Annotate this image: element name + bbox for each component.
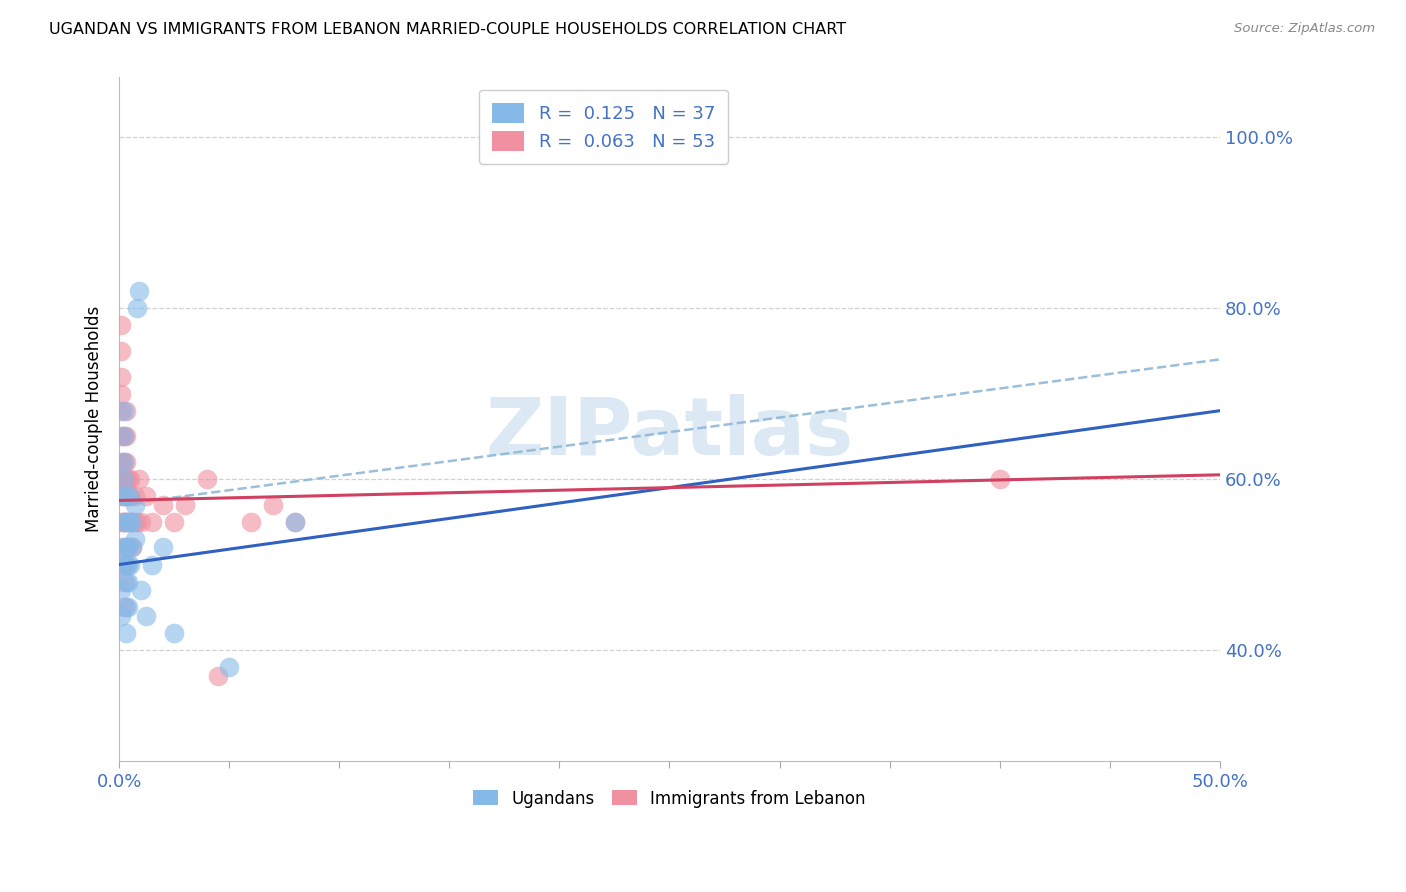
Point bbox=[141, 515, 163, 529]
Point bbox=[152, 498, 174, 512]
Point bbox=[121, 515, 143, 529]
Point bbox=[135, 608, 157, 623]
Legend: Ugandans, Immigrants from Lebanon: Ugandans, Immigrants from Lebanon bbox=[467, 783, 872, 814]
Point bbox=[120, 472, 142, 486]
Point bbox=[135, 489, 157, 503]
Point bbox=[112, 429, 135, 443]
Point bbox=[110, 558, 132, 572]
Point bbox=[110, 403, 132, 417]
Point bbox=[110, 608, 132, 623]
Point bbox=[115, 455, 138, 469]
Point bbox=[129, 583, 152, 598]
Point bbox=[174, 498, 197, 512]
Point bbox=[110, 541, 132, 555]
Point bbox=[110, 455, 132, 469]
Point bbox=[110, 369, 132, 384]
Point bbox=[115, 626, 138, 640]
Point bbox=[262, 498, 284, 512]
Point bbox=[110, 472, 132, 486]
Point bbox=[129, 515, 152, 529]
Point bbox=[124, 515, 146, 529]
Point bbox=[115, 489, 138, 503]
Point bbox=[115, 515, 138, 529]
Point bbox=[112, 455, 135, 469]
Point bbox=[112, 472, 135, 486]
Point bbox=[121, 541, 143, 555]
Point bbox=[112, 600, 135, 615]
Point bbox=[115, 600, 138, 615]
Point bbox=[112, 574, 135, 589]
Point bbox=[120, 558, 142, 572]
Point bbox=[141, 558, 163, 572]
Point bbox=[125, 301, 148, 315]
Point bbox=[117, 558, 139, 572]
Point bbox=[240, 515, 263, 529]
Point bbox=[112, 489, 135, 503]
Point bbox=[112, 541, 135, 555]
Point bbox=[110, 489, 132, 503]
Text: ZIPatlas: ZIPatlas bbox=[485, 394, 853, 472]
Point bbox=[195, 472, 218, 486]
Point bbox=[128, 472, 150, 486]
Point bbox=[120, 515, 142, 529]
Point bbox=[110, 343, 132, 358]
Point bbox=[115, 489, 138, 503]
Point bbox=[115, 541, 138, 555]
Point bbox=[152, 541, 174, 555]
Point bbox=[110, 515, 132, 529]
Point bbox=[125, 515, 148, 529]
Point bbox=[163, 515, 186, 529]
Point bbox=[115, 558, 138, 572]
Point bbox=[112, 455, 135, 469]
Point bbox=[117, 541, 139, 555]
Point bbox=[988, 472, 1011, 486]
Point bbox=[112, 429, 135, 443]
Point bbox=[117, 541, 139, 555]
Point bbox=[112, 403, 135, 417]
Point bbox=[112, 489, 135, 503]
Point bbox=[120, 489, 142, 503]
Point bbox=[112, 515, 135, 529]
Point bbox=[115, 558, 138, 572]
Point bbox=[124, 489, 146, 503]
Point bbox=[115, 472, 138, 486]
Point bbox=[218, 660, 240, 674]
Point bbox=[112, 515, 135, 529]
Point bbox=[117, 472, 139, 486]
Text: Source: ZipAtlas.com: Source: ZipAtlas.com bbox=[1234, 22, 1375, 36]
Point bbox=[163, 626, 186, 640]
Point bbox=[124, 498, 146, 512]
Point bbox=[121, 541, 143, 555]
Point bbox=[110, 318, 132, 333]
Point bbox=[284, 515, 307, 529]
Point bbox=[120, 489, 142, 503]
Point bbox=[112, 472, 135, 486]
Y-axis label: Married-couple Households: Married-couple Households bbox=[86, 306, 103, 533]
Point bbox=[128, 284, 150, 298]
Point bbox=[121, 515, 143, 529]
Point bbox=[117, 574, 139, 589]
Point bbox=[112, 558, 135, 572]
Point bbox=[207, 668, 229, 682]
Point bbox=[115, 515, 138, 529]
Point bbox=[117, 600, 139, 615]
Point bbox=[110, 386, 132, 401]
Point bbox=[284, 515, 307, 529]
Point bbox=[124, 532, 146, 546]
Point bbox=[117, 515, 139, 529]
Point bbox=[112, 515, 135, 529]
Point bbox=[117, 489, 139, 503]
Point bbox=[115, 541, 138, 555]
Point bbox=[115, 429, 138, 443]
Point bbox=[115, 403, 138, 417]
Text: UGANDAN VS IMMIGRANTS FROM LEBANON MARRIED-COUPLE HOUSEHOLDS CORRELATION CHART: UGANDAN VS IMMIGRANTS FROM LEBANON MARRI… bbox=[49, 22, 846, 37]
Point bbox=[110, 429, 132, 443]
Point bbox=[110, 583, 132, 598]
Point bbox=[115, 574, 138, 589]
Point bbox=[120, 515, 142, 529]
